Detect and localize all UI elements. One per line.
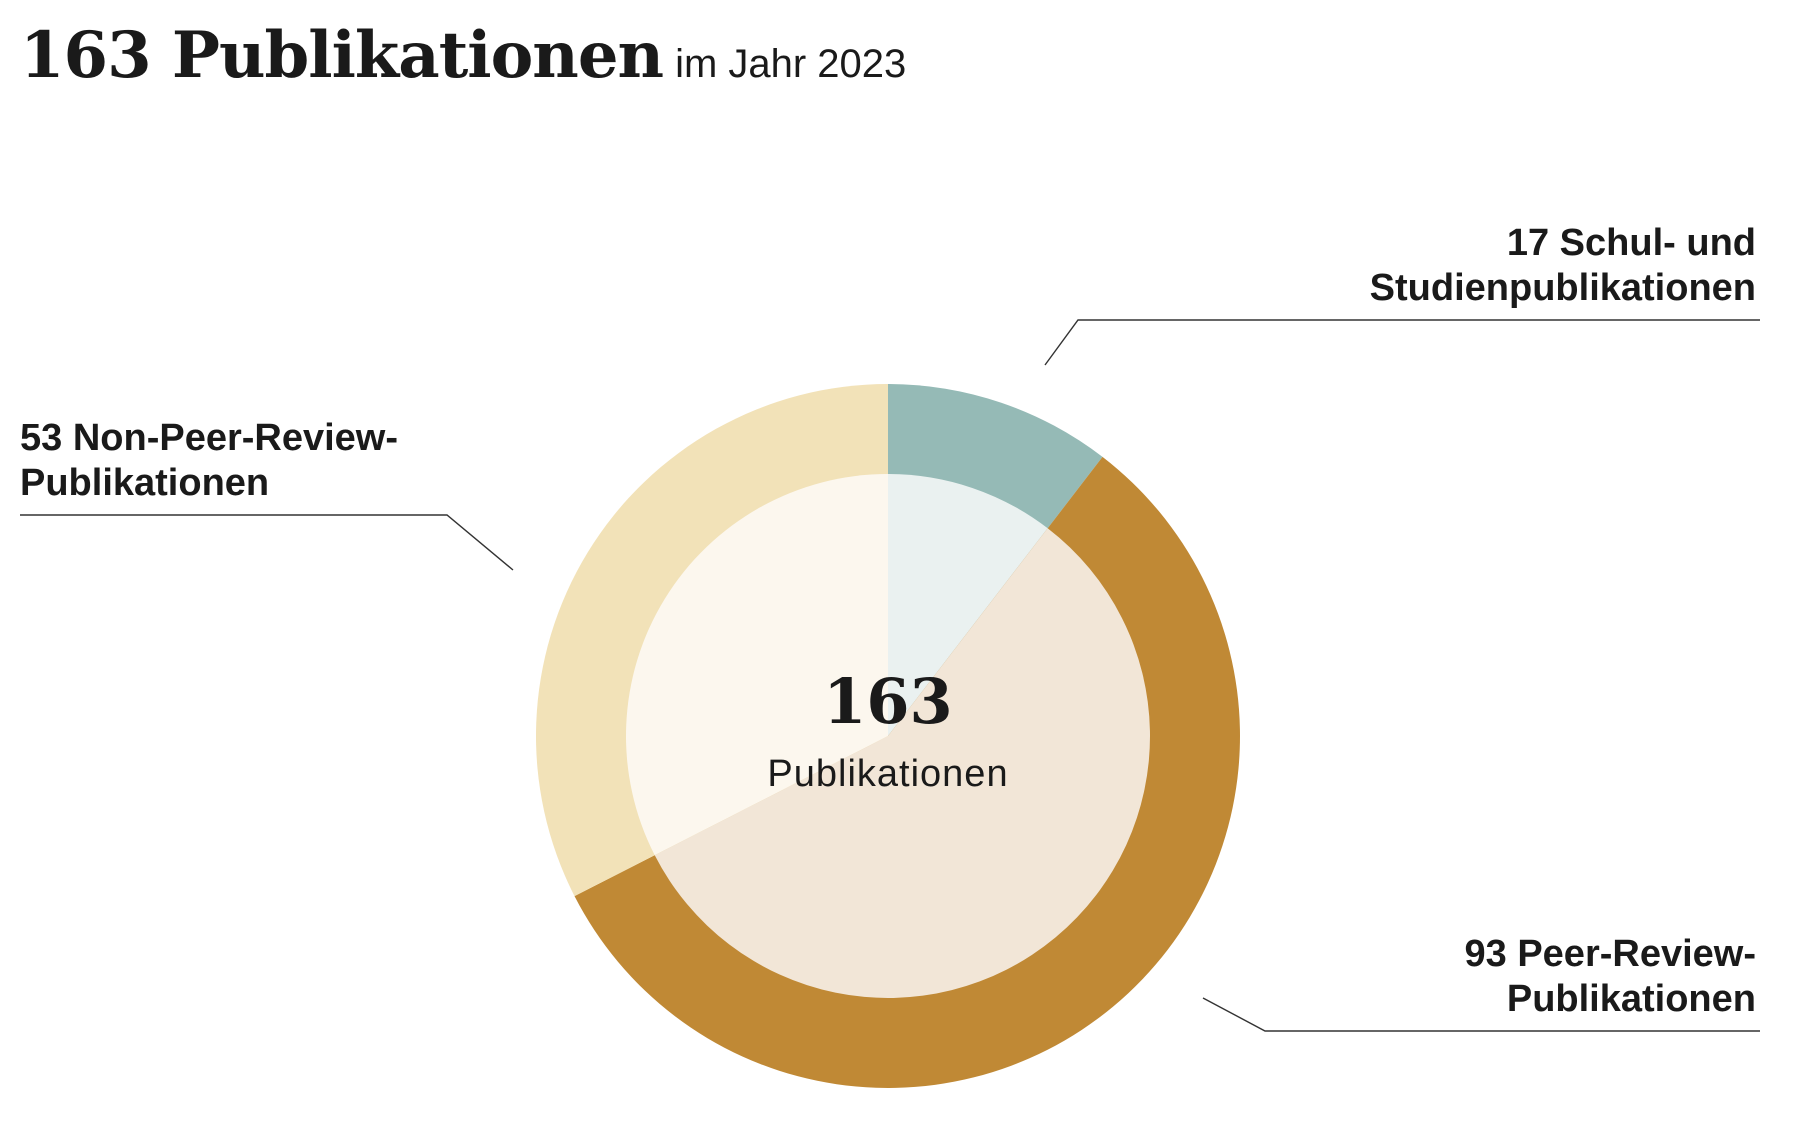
slices-layer	[535, 384, 1240, 1088]
leader-line-schul-studien	[1044, 319, 1760, 366]
leader-line-peer-review	[1202, 997, 1760, 1032]
slice-label-peer-review-line-1: 93 Peer-Review-	[1465, 933, 1757, 975]
slice-label-peer-review-line-2: Publikationen	[1507, 978, 1756, 1020]
center-total-label: Publikationen	[767, 753, 1008, 795]
slice-schul-studien-inner	[888, 474, 1048, 736]
slice-label-non-peer-review-line-2: Publikationen	[20, 462, 269, 504]
center-total-value: 163	[823, 665, 952, 738]
leader-lines	[20, 319, 1760, 1032]
leader-line-non-peer-review	[20, 514, 514, 571]
chart-subtitle: im Jahr 2023	[675, 42, 907, 86]
slice-label-schul-studien-line-2: Studienpublikationen	[1370, 267, 1756, 309]
header: 163 Publikationen im Jahr 2023	[20, 18, 906, 93]
slice-non-peer-review-inner	[625, 474, 888, 856]
slice-label-non-peer-review-line-1: 53 Non-Peer-Review-	[20, 417, 398, 459]
slice-peer-review-inner	[654, 528, 1151, 999]
chart-title: 163 Publikationen	[20, 18, 664, 93]
slice-label-schul-studien-line-1: 17 Schul- und	[1507, 222, 1756, 264]
